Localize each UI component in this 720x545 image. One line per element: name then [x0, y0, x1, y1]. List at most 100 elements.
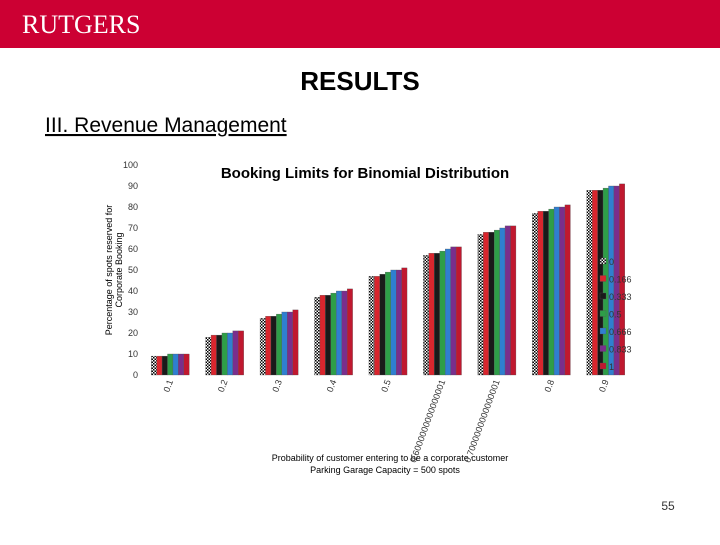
bar [319, 295, 326, 376]
bar [504, 225, 511, 376]
bar [619, 183, 625, 376]
header-banner [0, 0, 720, 48]
bar [455, 246, 462, 376]
chart-title: Booking Limits for Binomial Distribution [221, 165, 509, 182]
x-tick-label: 0.3 [270, 378, 284, 393]
bar [265, 316, 272, 376]
bar [336, 290, 342, 376]
bar [330, 292, 337, 376]
bar [379, 274, 386, 376]
bar [510, 225, 517, 376]
y-tick-label: 30 [128, 307, 138, 317]
bar [161, 355, 168, 376]
bar [216, 334, 223, 376]
legend-swatch [599, 327, 607, 335]
bar [205, 337, 212, 376]
bar [434, 253, 440, 376]
bar [499, 227, 506, 376]
bar [151, 355, 157, 376]
legend-swatch [599, 310, 607, 317]
legend-label: 0.833 [609, 345, 632, 355]
bar [287, 311, 293, 376]
legend-swatch [599, 275, 607, 282]
bar [532, 213, 538, 376]
bar [592, 190, 598, 376]
bar [543, 211, 549, 376]
y-tick-label: 20 [128, 328, 138, 338]
bar [341, 290, 348, 376]
x-tick-label: 0.5 [379, 378, 393, 393]
bar [314, 297, 321, 376]
y-tick-label: 0 [133, 370, 138, 380]
bar [488, 232, 495, 376]
logo: RUTGERS [22, 10, 140, 39]
legend-label: 0.166 [609, 275, 632, 285]
bar [178, 353, 184, 376]
y-tick-label: 80 [128, 202, 138, 212]
legend-swatch [599, 257, 607, 265]
bar [281, 311, 288, 376]
bar [483, 232, 489, 376]
bar [156, 355, 163, 376]
y-axis-label: Corporate Booking [114, 232, 124, 307]
bar [390, 269, 397, 376]
bar [559, 206, 566, 376]
y-tick-label: 60 [128, 244, 138, 254]
x-tick-label: 0.4 [325, 378, 339, 393]
bar [227, 332, 233, 376]
bar [259, 318, 266, 376]
bar [221, 332, 228, 376]
bar [396, 269, 402, 376]
bar [401, 267, 408, 376]
legend-label: 1 [609, 362, 614, 372]
bar [428, 253, 435, 376]
bar [385, 271, 391, 376]
legend-label: 0 [609, 257, 614, 267]
slide-title: RESULTS [300, 66, 419, 96]
x-tick-label: 0.1 [161, 378, 175, 393]
legend-swatch [599, 345, 607, 352]
bar [210, 334, 217, 376]
bar [238, 330, 244, 376]
bar [172, 353, 179, 376]
section-title: III. Revenue Management [45, 114, 287, 137]
bar [445, 248, 451, 376]
bar [270, 316, 277, 376]
x-tick-label: 0.6000000000000001 [408, 378, 447, 464]
y-tick-label: 70 [128, 223, 138, 233]
bar [292, 309, 299, 376]
page-number: 55 [661, 499, 675, 513]
legend-label: 0.333 [609, 292, 632, 302]
bar [423, 255, 429, 376]
bar [537, 211, 544, 376]
bar [167, 353, 174, 376]
x-tick-label: 0.9 [597, 378, 611, 393]
bar [325, 295, 331, 376]
y-tick-label: 100 [123, 160, 138, 170]
bar [368, 276, 375, 376]
bar [374, 276, 380, 376]
legend-swatch [599, 362, 607, 370]
x-axis-label: Probability of customer entering to be a… [272, 453, 509, 463]
x-tick-label: 0.7000000000000001 [462, 378, 501, 464]
bar [564, 204, 571, 376]
bar [494, 229, 500, 376]
bar [553, 206, 560, 376]
y-tick-label: 40 [128, 286, 138, 296]
bar [183, 353, 190, 376]
bar [477, 234, 484, 376]
legend-label: 0.666 [609, 327, 632, 337]
bar [439, 250, 446, 376]
annotation: Parking Garage Capacity = 500 spots [310, 465, 460, 475]
x-tick-label: 0.2 [216, 378, 230, 393]
bar [276, 313, 282, 376]
x-tick-label: 0.8 [543, 378, 557, 393]
legend-label: 0.5 [609, 310, 622, 320]
y-tick-label: 90 [128, 181, 138, 191]
y-tick-label: 50 [128, 265, 138, 275]
bar [232, 330, 239, 376]
bar [450, 246, 457, 376]
bar [586, 190, 593, 376]
